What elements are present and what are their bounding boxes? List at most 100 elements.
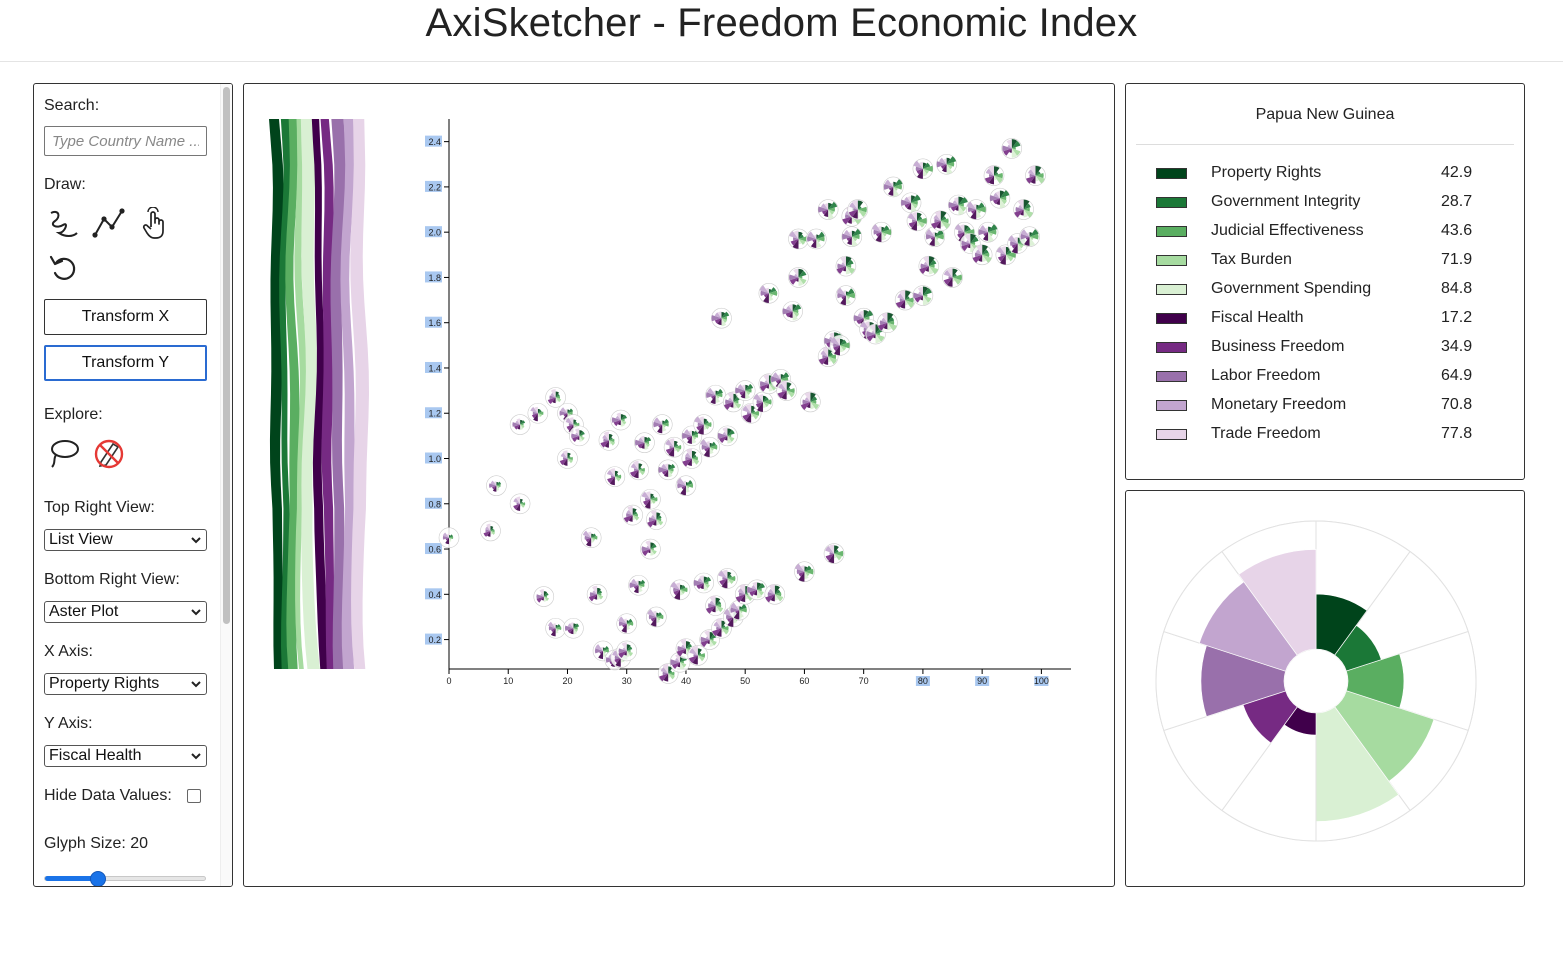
country-glyph[interactable] — [977, 221, 999, 243]
no-draw-icon[interactable] — [92, 436, 126, 470]
country-glyph[interactable] — [480, 520, 501, 542]
country-glyph[interactable] — [794, 561, 815, 582]
country-glyph[interactable] — [533, 586, 555, 607]
country-glyph[interactable] — [634, 432, 655, 453]
country-glyph[interactable] — [752, 391, 774, 413]
hide-values-checkbox[interactable] — [187, 789, 201, 803]
country-glyph[interactable] — [930, 210, 951, 232]
country-glyph[interactable] — [693, 414, 715, 435]
country-glyph[interactable] — [835, 255, 857, 277]
country-glyph[interactable] — [640, 538, 661, 560]
country-glyph[interactable] — [438, 527, 460, 549]
country-glyph[interactable] — [646, 509, 667, 530]
country-glyph[interactable] — [882, 176, 904, 198]
country-glyph[interactable] — [545, 387, 566, 408]
country-glyph[interactable] — [669, 579, 691, 601]
sidebar-scrollbar-thumb[interactable] — [223, 87, 230, 624]
country-glyph[interactable] — [829, 335, 851, 356]
country-glyph[interactable] — [877, 312, 898, 334]
country-glyph[interactable] — [746, 579, 768, 601]
country-glyph[interactable] — [628, 459, 649, 481]
country-glyph[interactable] — [545, 617, 566, 639]
country-glyph[interactable] — [509, 414, 531, 435]
country-glyph[interactable] — [1001, 138, 1023, 159]
country-glyph[interactable] — [681, 448, 703, 469]
country-glyph[interactable] — [711, 307, 732, 329]
country-glyph[interactable] — [628, 574, 649, 596]
country-glyph[interactable] — [728, 599, 750, 621]
country-glyph[interactable] — [788, 228, 809, 250]
country-glyph[interactable] — [646, 606, 667, 628]
country-search-input[interactable] — [44, 126, 207, 156]
country-glyph[interactable] — [675, 475, 697, 496]
country-glyph[interactable] — [734, 380, 756, 401]
country-glyph[interactable] — [586, 584, 608, 605]
country-glyph[interactable] — [717, 425, 738, 447]
transform-x-button[interactable]: Transform X — [44, 299, 207, 335]
glyph-size-slider-thumb[interactable] — [89, 871, 106, 886]
freehand-curve-icon[interactable] — [47, 207, 81, 241]
x-axis-select[interactable]: Property Rights — [44, 673, 207, 695]
country-glyph[interactable] — [1013, 199, 1034, 220]
country-glyph[interactable] — [651, 414, 673, 435]
country-glyph[interactable] — [989, 187, 1011, 209]
country-glyph[interactable] — [900, 192, 922, 214]
sidebar-scrollbar[interactable] — [220, 84, 232, 886]
country-glyph[interactable] — [800, 391, 821, 413]
country-glyph[interactable] — [563, 617, 584, 639]
country-glyph[interactable] — [948, 194, 969, 216]
country-glyph[interactable] — [817, 199, 839, 220]
country-glyph[interactable] — [871, 221, 892, 243]
pointer-hand-icon[interactable] — [138, 207, 172, 241]
country-glyph[interactable] — [912, 158, 934, 180]
country-glyph[interactable] — [894, 289, 916, 311]
country-glyph[interactable] — [717, 568, 738, 589]
country-glyph[interactable] — [847, 199, 869, 220]
top-right-view-select[interactable]: List View — [44, 529, 207, 551]
country-glyph[interactable] — [509, 493, 531, 515]
country-glyph[interactable] — [705, 595, 726, 616]
y-axis-select[interactable]: Fiscal Health — [44, 745, 207, 767]
country-glyph[interactable] — [616, 613, 638, 635]
country-glyph[interactable] — [971, 244, 993, 266]
country-glyph[interactable] — [983, 165, 1005, 186]
country-glyph[interactable] — [942, 267, 963, 288]
country-glyph[interactable] — [657, 459, 679, 481]
country-glyph[interactable] — [788, 267, 809, 288]
transform-y-button[interactable]: Transform Y — [44, 345, 207, 381]
country-glyph[interactable] — [604, 466, 626, 487]
country-glyph[interactable] — [598, 430, 620, 451]
country-glyph[interactable] — [918, 255, 940, 277]
country-glyph[interactable] — [835, 285, 857, 306]
country-glyph[interactable] — [705, 384, 726, 406]
country-glyph[interactable] — [687, 645, 709, 666]
country-glyph[interactable] — [580, 527, 602, 549]
country-glyph[interactable] — [965, 199, 987, 220]
country-glyph[interactable] — [569, 425, 590, 447]
country-glyph[interactable] — [782, 301, 803, 322]
country-glyph[interactable] — [622, 504, 643, 526]
country-glyph[interactable] — [936, 153, 957, 175]
undo-icon[interactable] — [47, 251, 81, 285]
country-glyph[interactable] — [906, 210, 928, 232]
country-glyph[interactable] — [776, 380, 797, 401]
country-glyph[interactable] — [663, 436, 685, 458]
country-glyph[interactable] — [693, 572, 715, 594]
country-glyph[interactable] — [527, 402, 549, 424]
country-glyph[interactable] — [823, 543, 845, 564]
country-glyph[interactable] — [699, 436, 720, 458]
scatterplot-canvas[interactable]: 0 10 20 30 40 50 60 70 80 90 100 0.2 0.4 0.6 0.8 1.0 1.2… — [244, 84, 1114, 886]
country-glyph[interactable] — [557, 448, 578, 469]
bottom-right-view-select[interactable]: Aster Plot — [44, 601, 207, 623]
country-glyph[interactable] — [841, 226, 863, 247]
country-glyph[interactable] — [610, 409, 632, 431]
lasso-icon[interactable] — [47, 436, 81, 470]
country-glyph[interactable] — [1019, 226, 1040, 247]
country-glyph[interactable] — [711, 617, 732, 639]
country-glyph[interactable] — [817, 346, 839, 367]
country-glyph[interactable] — [758, 282, 780, 304]
country-glyph[interactable] — [486, 475, 507, 496]
country-glyph[interactable] — [616, 640, 638, 662]
country-glyph[interactable] — [912, 285, 934, 306]
country-glyph[interactable] — [805, 228, 827, 250]
